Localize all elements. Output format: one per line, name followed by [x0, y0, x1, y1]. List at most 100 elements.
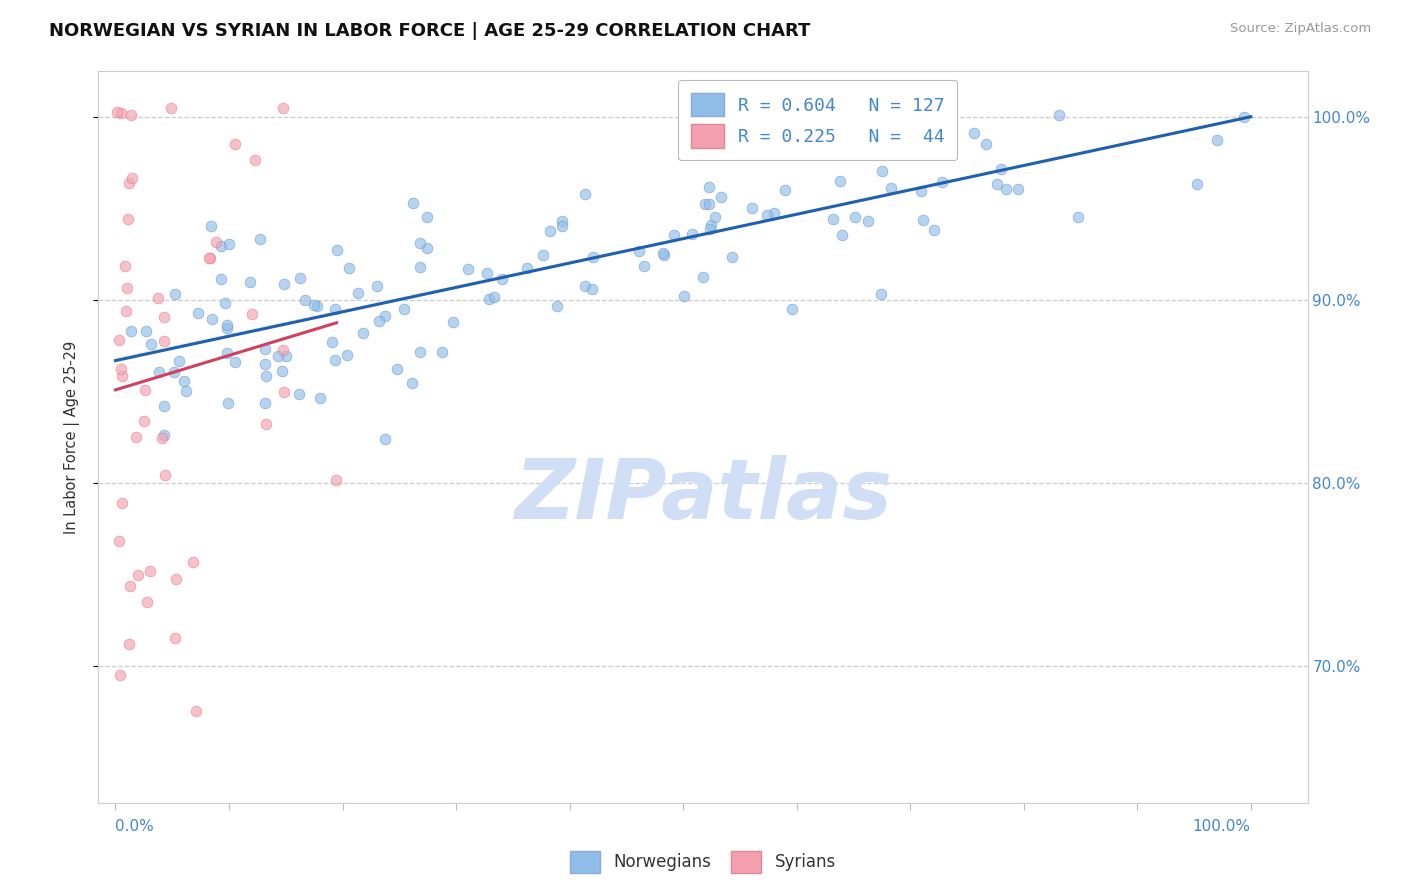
Point [374, 432, 396, 446]
Point [224, 136, 246, 151]
Point [547, 299, 569, 313]
Point [111, 496, 134, 510]
Point [1067, 210, 1090, 224]
Point [217, 321, 239, 335]
Point [153, 467, 176, 482]
Point [118, 176, 141, 190]
Point [273, 277, 295, 291]
Point [209, 271, 232, 285]
Point [699, 222, 721, 236]
Point [990, 162, 1012, 177]
Point [135, 324, 157, 338]
Point [323, 301, 346, 316]
Point [352, 326, 374, 340]
Point [167, 353, 190, 368]
Point [288, 271, 311, 285]
Point [120, 325, 142, 339]
Point [267, 350, 290, 364]
Point [551, 214, 574, 228]
Point [198, 251, 221, 265]
Point [139, 337, 162, 351]
Point [336, 348, 359, 362]
Point [294, 293, 316, 308]
Point [120, 108, 142, 122]
Point [117, 212, 139, 227]
Point [110, 106, 132, 120]
Point [963, 126, 986, 140]
Point [135, 594, 157, 608]
Y-axis label: In Labor Force | Age 25-29: In Labor Force | Age 25-29 [65, 341, 80, 533]
Point [538, 224, 561, 238]
Point [186, 704, 208, 718]
Point [664, 227, 686, 242]
Text: Source: ZipAtlas.com: Source: ZipAtlas.com [1230, 22, 1371, 36]
Point [807, 97, 830, 112]
Point [134, 383, 156, 397]
Point [249, 232, 271, 246]
Point [402, 196, 425, 211]
Point [114, 259, 136, 273]
Point [775, 183, 797, 197]
Point [879, 181, 901, 195]
Point [254, 395, 277, 409]
Point [652, 248, 675, 262]
Point [1205, 133, 1227, 147]
Point [582, 250, 605, 264]
Point [273, 343, 295, 357]
Point [181, 554, 204, 568]
Point [401, 376, 423, 391]
Point [326, 244, 349, 258]
Point [270, 364, 292, 378]
Point [111, 369, 134, 384]
Point [394, 301, 416, 316]
Point [163, 365, 186, 379]
Point [153, 399, 176, 413]
Point [120, 579, 142, 593]
Point [273, 385, 295, 400]
Point [491, 272, 513, 286]
Point [672, 289, 695, 303]
Point [215, 318, 238, 332]
Point [115, 280, 138, 294]
Point [741, 201, 763, 215]
Point [187, 305, 209, 319]
Point [242, 307, 264, 321]
Point [912, 212, 935, 227]
Point [302, 298, 325, 312]
Text: NORWEGIAN VS SYRIAN IN LABOR FORCE | AGE 25-29 CORRELATION CHART: NORWEGIAN VS SYRIAN IN LABOR FORCE | AGE… [49, 22, 811, 40]
Point [165, 286, 187, 301]
Point [681, 227, 703, 241]
Point [215, 346, 238, 360]
Point [633, 259, 655, 273]
Point [986, 177, 1008, 191]
Point [337, 261, 360, 276]
Point [457, 261, 479, 276]
Point [271, 101, 294, 115]
Point [693, 196, 716, 211]
Point [325, 473, 347, 487]
Point [551, 219, 574, 234]
Point [935, 134, 957, 148]
Point [1187, 177, 1209, 191]
Point [651, 245, 673, 260]
Point [165, 572, 187, 586]
Point [224, 355, 246, 369]
Point [321, 335, 343, 350]
Point [1233, 110, 1256, 124]
Point [138, 564, 160, 578]
Point [217, 396, 239, 410]
Point [148, 365, 170, 379]
Point [755, 208, 778, 222]
Point [482, 290, 505, 304]
Point [118, 637, 141, 651]
Point [844, 210, 866, 224]
Point [205, 235, 228, 249]
Point [409, 236, 432, 251]
Point [152, 428, 174, 442]
Point [110, 667, 132, 681]
Point [744, 139, 766, 153]
Point [710, 189, 733, 203]
Point [697, 197, 720, 211]
Legend: R = 0.604   N = 127, R = 0.225   N =  44: R = 0.604 N = 127, R = 0.225 N = 44 [679, 80, 957, 161]
Point [115, 304, 138, 318]
